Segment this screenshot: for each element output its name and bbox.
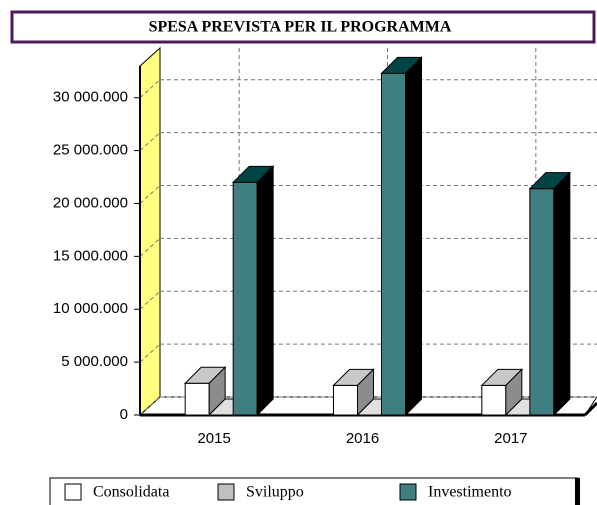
legend-swatch: [217, 483, 235, 501]
bar: [333, 384, 358, 416]
legend-swatch: [64, 483, 82, 501]
y-tick-label: 20 000.000: [53, 194, 128, 211]
y-tick-label: 25 000.000: [53, 142, 128, 159]
bar: [529, 188, 555, 416]
grid-line: [139, 185, 161, 204]
legend-label: Investimento: [428, 484, 512, 501]
bar-side: [553, 171, 571, 417]
x-axis-end: [583, 401, 597, 417]
grid-line: [139, 290, 161, 310]
bar: [481, 384, 507, 416]
bar: [381, 72, 406, 416]
legend-swatch: [399, 483, 417, 501]
bar: [232, 181, 258, 416]
grid-line: [139, 396, 161, 416]
x-tick-label: 2015: [197, 430, 230, 447]
legend-label: Sviluppo: [246, 484, 304, 501]
bar: [184, 382, 210, 416]
title-box: [10, 10, 596, 44]
y-tick-label: 15 000.000: [53, 247, 128, 264]
y-tick-label: 10 000.000: [53, 300, 128, 317]
x-tick-label: 2016: [346, 430, 379, 447]
y-tick-label: 5 000.000: [61, 353, 128, 370]
legend-box: [49, 477, 579, 505]
x-tick-label: 2017: [494, 430, 527, 447]
grid-line: [139, 132, 161, 151]
grid-line: [139, 79, 161, 99]
grid-line: [139, 343, 161, 363]
bar-side: [256, 165, 274, 417]
y-tick-label: 30 000.000: [53, 89, 128, 106]
bar-side: [405, 56, 422, 417]
y-tick-label: 0: [120, 406, 128, 423]
chart-title: SPESA PREVISTA PER IL PROGRAMMA: [149, 19, 452, 36]
legend-edge: [575, 478, 580, 505]
grid-line: [139, 237, 161, 257]
legend-label: Consolidata: [93, 484, 169, 501]
